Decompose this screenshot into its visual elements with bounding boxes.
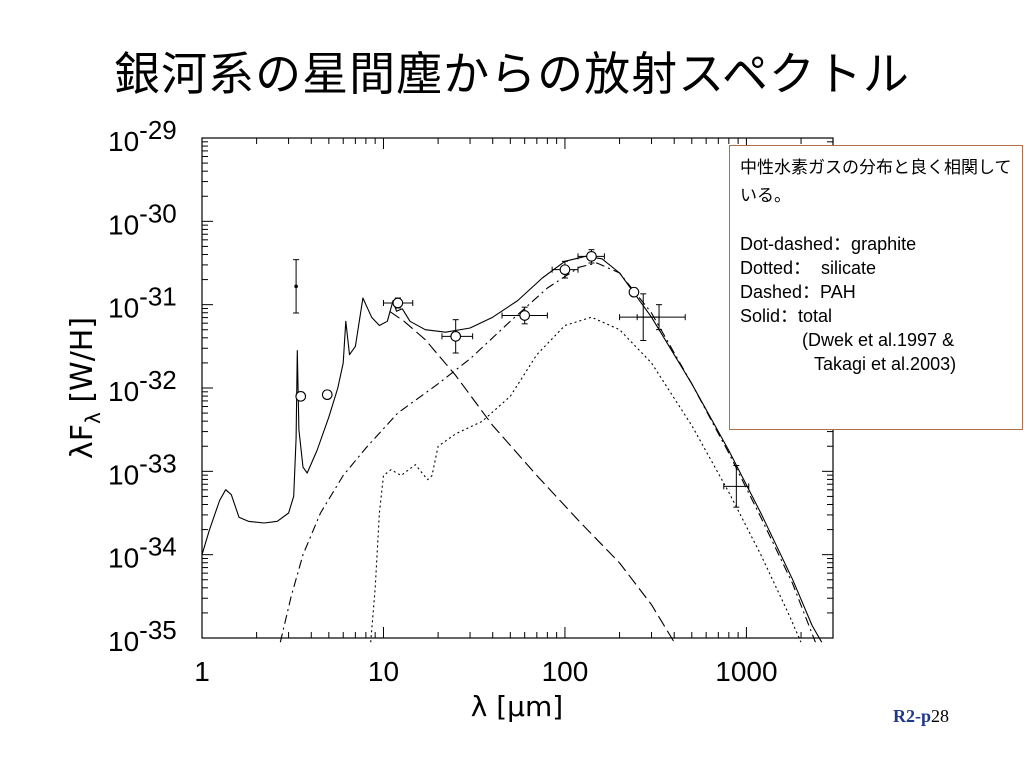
data-point xyxy=(501,306,548,325)
curve-dashed xyxy=(389,310,675,643)
data-marker-circle xyxy=(519,310,531,321)
data-point xyxy=(628,286,640,298)
slide-title: 銀河系の星間塵からの放射スペクトル xyxy=(114,47,910,101)
data-point xyxy=(293,259,300,314)
y-tick-label-exponent: -30 xyxy=(139,198,177,228)
data-point xyxy=(551,260,579,279)
y-tick-label-exponent: -32 xyxy=(139,365,177,395)
data-point xyxy=(636,304,686,331)
data-marker-circle xyxy=(628,286,640,298)
y-tick-label-base: 10 xyxy=(108,209,139,240)
data-point xyxy=(577,249,605,264)
y-tick-label-exponent: -29 xyxy=(139,115,177,145)
data-marker-dot xyxy=(294,284,298,289)
legend-line-total: Solid：total xyxy=(740,306,833,326)
y-tick-label: 10-33 xyxy=(108,448,177,490)
y-tick-label-exponent: -31 xyxy=(139,282,177,312)
y-tick-label: 10-30 xyxy=(108,198,177,240)
legend-reference-1: (Dwek et al.1997 & xyxy=(802,330,955,350)
y-tick-label: 10-35 xyxy=(108,615,177,657)
y-tick-label: 10-32 xyxy=(108,365,177,407)
y-axis-label-unit: [W/H] xyxy=(65,317,100,412)
x-tick-label: 1 xyxy=(194,656,210,687)
y-tick-label-exponent: -35 xyxy=(139,615,177,645)
y-tick-label: 10-31 xyxy=(108,282,177,324)
curve-solid xyxy=(201,255,823,643)
x-tick-label: 10 xyxy=(368,656,399,687)
legend-line-graphite: Dot-dashed：graphite xyxy=(740,234,917,254)
y-tick-label-base: 10 xyxy=(108,543,139,574)
y-tick-label: 10-29 xyxy=(108,115,177,157)
x-tick-labels: 1 10 100 1000 xyxy=(194,656,777,687)
y-axis-label-subscript: λ xyxy=(81,412,105,424)
data-marker-circle xyxy=(321,389,333,401)
y-axis-label-main: λF xyxy=(65,424,100,459)
y-axis-label: λFλ [W/H] xyxy=(65,317,105,459)
data-marker-circle xyxy=(392,297,404,309)
y-tick-label-base: 10 xyxy=(108,626,139,657)
observed-data-points xyxy=(293,249,750,508)
y-tick-label-base: 10 xyxy=(108,376,139,407)
data-point xyxy=(382,297,414,309)
legend-line-pah: Dashed：PAH xyxy=(740,282,856,302)
x-tick-label: 100 xyxy=(542,656,589,687)
data-point xyxy=(441,319,474,354)
data-point xyxy=(723,465,750,508)
page-number: R2-p28 xyxy=(893,706,949,727)
x-axis-label: λ [μm] xyxy=(471,690,563,723)
legend-description: 中性水素ガスの分布と良く相関している。 xyxy=(740,158,1012,206)
data-point xyxy=(321,389,333,401)
page-number-value: 28 xyxy=(931,706,950,726)
y-tick-label-exponent: -33 xyxy=(139,448,177,478)
legend-reference-2: Takagi et al.2003) xyxy=(814,354,957,374)
model-curves xyxy=(201,255,823,643)
y-tick-label-base: 10 xyxy=(108,293,139,324)
data-marker-circle xyxy=(295,390,307,402)
curve-dotdash xyxy=(279,262,816,643)
y-tick-label: 10-34 xyxy=(108,532,177,574)
y-tick-label-exponent: -34 xyxy=(139,532,177,562)
data-marker-circle xyxy=(559,264,571,276)
legend-line-silicate: Dotted： silicate xyxy=(740,258,877,278)
legend-note-box: 中性水素ガスの分布と良く相関している。 Dot-dashed：graphite … xyxy=(729,145,1023,430)
page-prefix: R2-p xyxy=(893,706,932,726)
data-marker-circle xyxy=(586,250,597,262)
data-marker-circle xyxy=(450,330,462,342)
data-point xyxy=(295,390,307,402)
y-tick-label-base: 10 xyxy=(108,459,139,490)
x-tick-label: 1000 xyxy=(715,656,777,687)
y-tick-label-base: 10 xyxy=(108,126,139,157)
